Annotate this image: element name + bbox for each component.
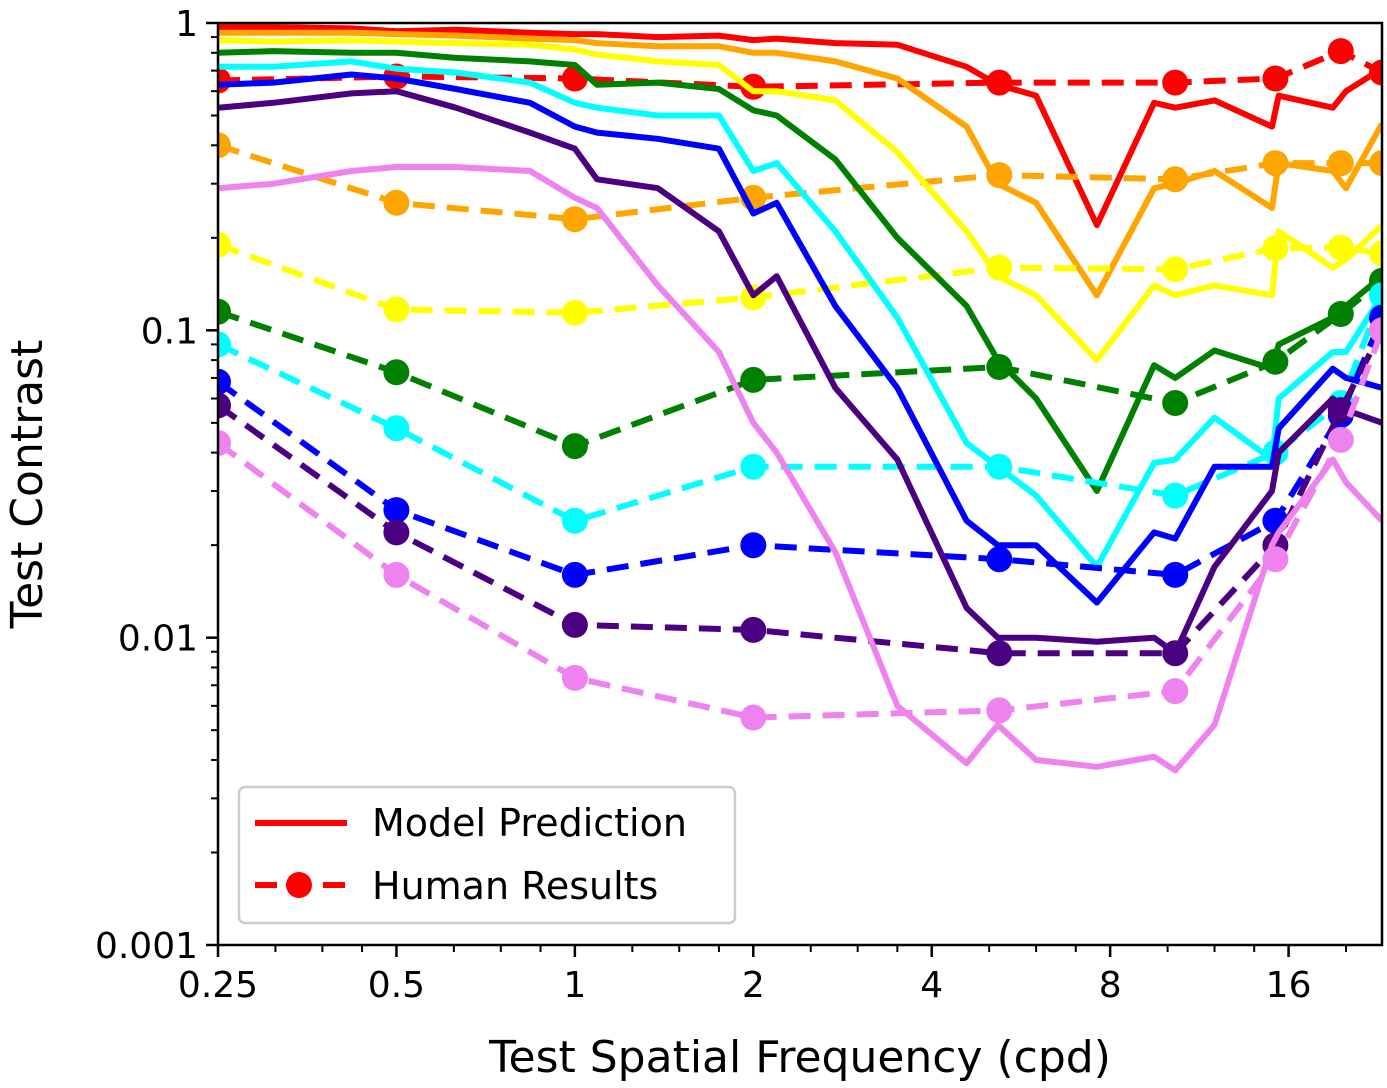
axes-layer: 0.25 0.5 1 2 4 8 16 0.001 0.01 0.1 1 bbox=[95, 4, 1348, 1006]
human-result-point bbox=[218, 231, 231, 258]
human-result-point bbox=[740, 616, 767, 643]
series-layer bbox=[218, 24, 1382, 774]
x-tick-label: 4 bbox=[920, 965, 943, 1006]
x-tick-label: 2 bbox=[742, 965, 765, 1006]
human-result-point bbox=[1162, 640, 1189, 667]
legend: Model Prediction Human Results bbox=[237, 785, 737, 925]
human-result-point bbox=[1162, 678, 1189, 705]
model-prediction-line bbox=[218, 71, 1382, 606]
x-tick-label: 8 bbox=[1099, 965, 1122, 1006]
model-prediction-line bbox=[218, 88, 1382, 657]
human-result-point bbox=[1369, 240, 1382, 267]
y-tick-label: 0.1 bbox=[141, 311, 198, 352]
x-tick-label: 0.5 bbox=[368, 965, 425, 1006]
y-tick-label: 1 bbox=[175, 4, 198, 45]
human-result-point bbox=[1162, 69, 1189, 96]
human-results-line bbox=[218, 47, 1382, 90]
human-result-point bbox=[1369, 282, 1382, 309]
human-result-point bbox=[1162, 482, 1189, 509]
model-prediction-line bbox=[218, 24, 1382, 229]
human-result-point bbox=[1162, 256, 1189, 283]
legend-box bbox=[237, 785, 737, 925]
human-result-point bbox=[561, 611, 588, 638]
human-result-point bbox=[561, 433, 588, 460]
human-result-point bbox=[561, 507, 588, 534]
human-result-point bbox=[986, 640, 1013, 667]
series-group bbox=[218, 29, 1382, 299]
human-result-point bbox=[740, 366, 767, 393]
human-results-line bbox=[218, 328, 1382, 657]
human-result-point bbox=[561, 206, 588, 233]
y-tick-label: 0.01 bbox=[118, 619, 198, 660]
series-group bbox=[218, 164, 1382, 774]
human-result-point bbox=[1162, 390, 1189, 416]
human-result-point bbox=[1262, 65, 1289, 92]
model-prediction-line bbox=[218, 29, 1382, 299]
human-result-point bbox=[218, 430, 231, 456]
series-group bbox=[218, 24, 1382, 229]
legend-model-label: Model Prediction bbox=[372, 801, 687, 845]
human-result-point bbox=[561, 664, 588, 691]
human-result-point bbox=[383, 189, 410, 216]
human-result-point bbox=[561, 561, 588, 588]
human-result-point bbox=[1327, 301, 1354, 327]
series-group bbox=[218, 37, 1382, 364]
human-result-point bbox=[986, 254, 1013, 281]
model-prediction-line bbox=[218, 37, 1382, 364]
human-result-point bbox=[383, 415, 410, 442]
human-result-point bbox=[1369, 150, 1382, 177]
human-result-point bbox=[740, 453, 767, 480]
human-result-point bbox=[1327, 426, 1354, 453]
human-result-point bbox=[1262, 235, 1289, 262]
x-tick-label: 1 bbox=[563, 965, 586, 1006]
human-result-point bbox=[218, 298, 231, 325]
human-result-point bbox=[1162, 561, 1189, 588]
human-result-point bbox=[740, 532, 767, 559]
human-result-point bbox=[1262, 150, 1289, 177]
human-result-point bbox=[740, 704, 767, 731]
human-result-point bbox=[986, 69, 1013, 96]
y-axis-title: Test Contrast bbox=[2, 340, 53, 630]
x-tick-label: 16 bbox=[1266, 965, 1312, 1006]
human-result-point bbox=[1369, 59, 1382, 86]
human-result-point bbox=[383, 497, 410, 524]
human-result-point bbox=[1327, 38, 1354, 65]
human-result-point bbox=[383, 519, 410, 546]
legend-human-label: Human Results bbox=[372, 864, 658, 908]
human-result-point bbox=[986, 162, 1013, 189]
human-result-point bbox=[218, 331, 231, 358]
x-axis-title: Test Spatial Frequency (cpd) bbox=[488, 1032, 1111, 1083]
human-result-point bbox=[1262, 348, 1289, 375]
human-result-point bbox=[1327, 234, 1354, 261]
human-result-point bbox=[986, 354, 1013, 380]
series-group bbox=[218, 48, 1382, 494]
human-result-point bbox=[1327, 397, 1354, 424]
human-result-point bbox=[383, 359, 410, 386]
human-result-point bbox=[1369, 317, 1382, 344]
human-result-point bbox=[986, 453, 1013, 480]
human-result-point bbox=[1327, 150, 1354, 177]
human-result-point bbox=[383, 561, 410, 588]
human-result-point bbox=[218, 368, 231, 395]
human-result-point bbox=[986, 697, 1013, 724]
human-result-point bbox=[561, 299, 588, 326]
y-tick-label: 0.001 bbox=[95, 926, 198, 967]
x-tick-label: 0.25 bbox=[178, 965, 258, 1006]
human-result-point bbox=[986, 546, 1013, 573]
human-result-point bbox=[218, 132, 231, 159]
human-result-point bbox=[383, 296, 410, 323]
human-result-point bbox=[1262, 546, 1289, 573]
legend-human-marker bbox=[286, 872, 312, 898]
human-result-point bbox=[1162, 166, 1189, 193]
plot-frame bbox=[216, 21, 1384, 947]
model-prediction-line bbox=[218, 164, 1382, 774]
human-result-point bbox=[218, 392, 231, 419]
